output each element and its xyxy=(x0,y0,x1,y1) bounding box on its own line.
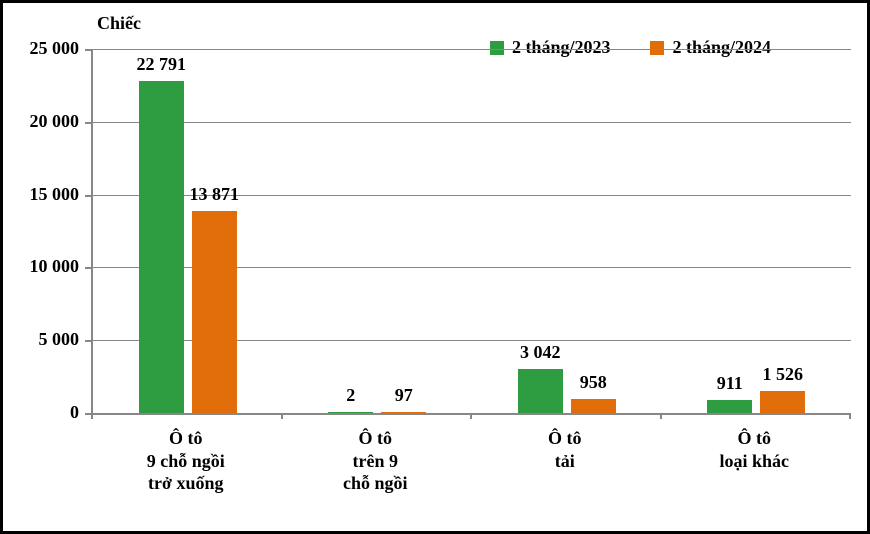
bar xyxy=(139,81,184,413)
bar-value-label: 1 526 xyxy=(763,364,804,385)
bar-value-label: 911 xyxy=(717,373,743,394)
y-tick-mark xyxy=(85,49,91,51)
y-axis-title: Chiếc xyxy=(97,13,141,34)
y-tick-mark xyxy=(85,267,91,269)
legend-item: 2 tháng/2023 xyxy=(490,37,611,58)
y-tick-label: 25 000 xyxy=(3,38,79,59)
y-tick-label: 0 xyxy=(3,402,79,423)
bar xyxy=(760,391,805,413)
legend: 2 tháng/2023 2 tháng/2024 xyxy=(490,37,771,58)
legend-swatch xyxy=(490,41,504,55)
bar xyxy=(328,412,373,413)
bar xyxy=(192,211,237,413)
bar xyxy=(571,399,616,413)
legend-label: 2 tháng/2024 xyxy=(672,37,771,58)
x-tick-mark xyxy=(91,413,93,419)
x-tick-mark xyxy=(849,413,851,419)
y-tick-mark xyxy=(85,340,91,342)
bar-value-label: 958 xyxy=(580,372,607,393)
x-tick-mark xyxy=(470,413,472,419)
bar xyxy=(707,400,752,413)
x-tick-mark xyxy=(281,413,283,419)
x-category-label: Ô tô tải xyxy=(548,427,582,472)
y-tick-mark xyxy=(85,195,91,197)
x-tick-mark xyxy=(660,413,662,419)
y-tick-label: 5 000 xyxy=(3,329,79,350)
y-tick-label: 15 000 xyxy=(3,184,79,205)
plot-area: 2 tháng/20232 tháng/2024 22 79113 871297… xyxy=(91,49,851,415)
legend-item: 2 tháng/2024 xyxy=(650,37,771,58)
bar xyxy=(381,412,426,413)
legend-swatch xyxy=(650,41,664,55)
bar-value-label: 2 xyxy=(346,385,355,406)
y-tick-label: 10 000 xyxy=(3,256,79,277)
bar xyxy=(518,369,563,413)
gridline xyxy=(93,122,851,123)
bar-value-label: 13 871 xyxy=(190,184,240,205)
gridline xyxy=(93,49,851,50)
x-category-label: Ô tô loại khác xyxy=(719,427,789,472)
x-category-label: Ô tô 9 chỗ ngồi trở xuống xyxy=(147,427,225,495)
y-tick-mark xyxy=(85,122,91,124)
chart-frame: Chiếc 2 tháng/2023 2 tháng/2024 22 791 13 … xyxy=(0,0,870,534)
bar-value-label: 22 791 xyxy=(137,54,187,75)
bar-value-label: 97 xyxy=(395,385,413,406)
legend-label: 2 tháng/2023 xyxy=(512,37,611,58)
y-tick-label: 20 000 xyxy=(3,111,79,132)
x-category-label: Ô tô trên 9 chỗ ngồi xyxy=(343,427,408,495)
bar-value-label: 3 042 xyxy=(520,342,561,363)
